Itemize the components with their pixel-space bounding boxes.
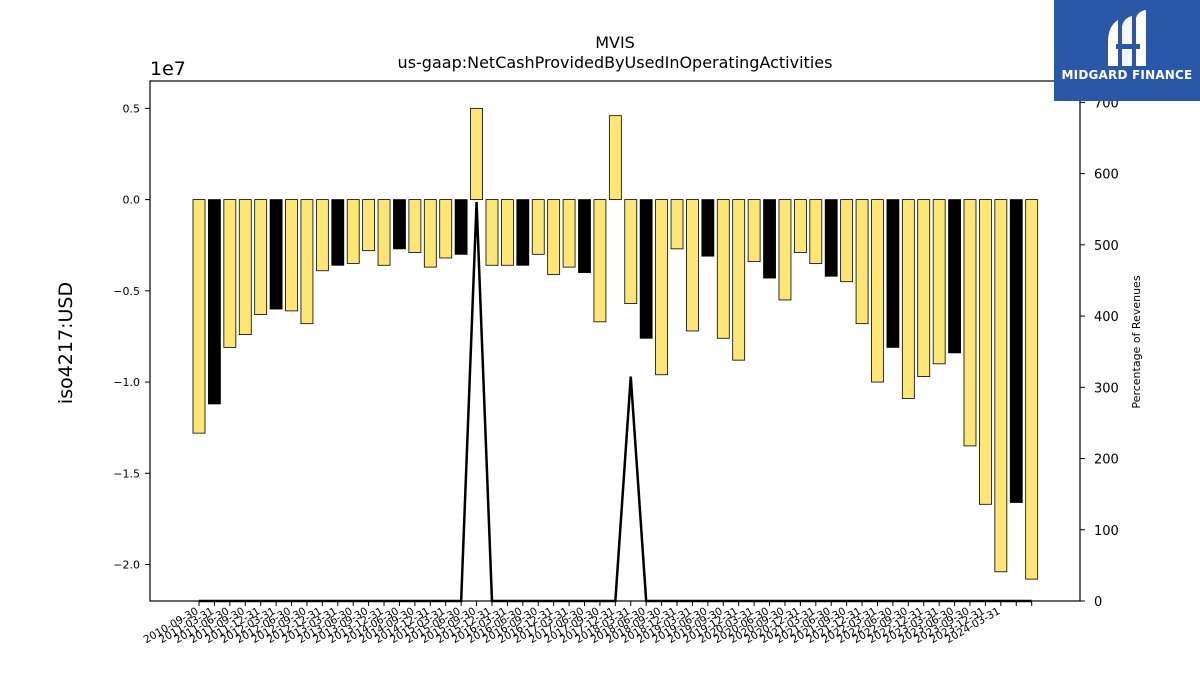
bar-series xyxy=(192,107,1039,580)
bar xyxy=(470,107,483,200)
bar xyxy=(624,199,638,304)
bar xyxy=(223,199,237,348)
y2-tick-label: 600 xyxy=(1094,168,1119,183)
midgard-finance-logo: MIDGARD FINANCE xyxy=(1054,0,1200,101)
logo-text: MIDGARD FINANCE xyxy=(1061,68,1193,82)
bar xyxy=(531,199,545,255)
bar xyxy=(593,199,607,323)
bar xyxy=(547,199,561,275)
bar xyxy=(917,199,931,377)
bar xyxy=(254,199,268,315)
bar xyxy=(562,199,576,268)
bar xyxy=(747,199,761,263)
bar xyxy=(886,199,900,348)
bar xyxy=(932,199,946,365)
bar xyxy=(963,199,977,447)
bar xyxy=(716,199,730,339)
bar xyxy=(840,199,854,283)
bar xyxy=(423,199,437,268)
y2-tick-label: 400 xyxy=(1094,310,1119,325)
y2-tick-label: 100 xyxy=(1094,524,1119,539)
bar xyxy=(346,199,360,264)
bar xyxy=(300,199,314,325)
bar xyxy=(377,199,391,266)
y-tick-label: −1.0 xyxy=(113,376,140,389)
y-axis-ticks: 0.5 0.0 −0.5 −1.0 −1.5 −2.0 xyxy=(113,102,150,572)
chart-subtitle: us-gaap:NetCashProvidedByUsedInOperating… xyxy=(398,53,833,72)
bar xyxy=(439,199,453,259)
bar xyxy=(454,199,468,255)
y2-axis-label: Percentage of Revenues xyxy=(1130,275,1143,408)
bar xyxy=(793,199,807,253)
bar xyxy=(269,199,283,310)
bar xyxy=(408,199,422,253)
bar xyxy=(871,199,884,383)
bar xyxy=(362,199,376,252)
midgard-logo-icon xyxy=(1108,10,1146,66)
y-axis-label: iso4217:USD xyxy=(55,282,77,404)
y-tick-label: −2.0 xyxy=(113,559,140,572)
bar xyxy=(670,199,684,250)
bar xyxy=(763,199,776,279)
y-offset-label: 1e7 xyxy=(150,58,186,80)
bar xyxy=(608,115,622,200)
bar xyxy=(901,199,915,399)
chart-title: MVIS xyxy=(595,33,635,52)
bar xyxy=(485,199,499,266)
bar xyxy=(578,199,591,273)
y-tick-label: −0.5 xyxy=(113,285,140,298)
bar xyxy=(1025,199,1039,580)
bar xyxy=(192,199,206,434)
plot-frame xyxy=(149,80,1081,602)
bar xyxy=(639,199,653,339)
bar xyxy=(701,199,715,257)
bar xyxy=(732,199,746,361)
x-axis-ticks: 2010-09-302011-03-312011-06-302011-09-30… xyxy=(142,601,1033,646)
y2-tick-label: 0 xyxy=(1094,595,1102,610)
bar xyxy=(948,199,961,354)
bar xyxy=(778,199,792,301)
bar xyxy=(979,199,992,505)
y-tick-label: −1.5 xyxy=(113,467,140,480)
bar xyxy=(331,199,345,266)
y2-tick-label: 200 xyxy=(1094,453,1119,468)
bar xyxy=(824,199,838,277)
y-tick-label: 0.0 xyxy=(123,194,141,207)
bar xyxy=(686,199,699,332)
bar xyxy=(500,199,514,266)
bar xyxy=(516,199,530,266)
y2-tick-label: 500 xyxy=(1094,239,1119,254)
bar xyxy=(855,199,869,325)
y-tick-label: 0.5 xyxy=(123,102,141,115)
bar xyxy=(809,199,823,264)
bar xyxy=(1009,199,1023,503)
bar xyxy=(208,199,221,405)
bar xyxy=(315,199,329,272)
bar xyxy=(285,199,298,312)
y2-tick-label: 300 xyxy=(1094,381,1119,396)
bar xyxy=(393,199,406,250)
bar xyxy=(994,199,1008,573)
bar xyxy=(238,199,252,336)
bar xyxy=(655,199,668,376)
